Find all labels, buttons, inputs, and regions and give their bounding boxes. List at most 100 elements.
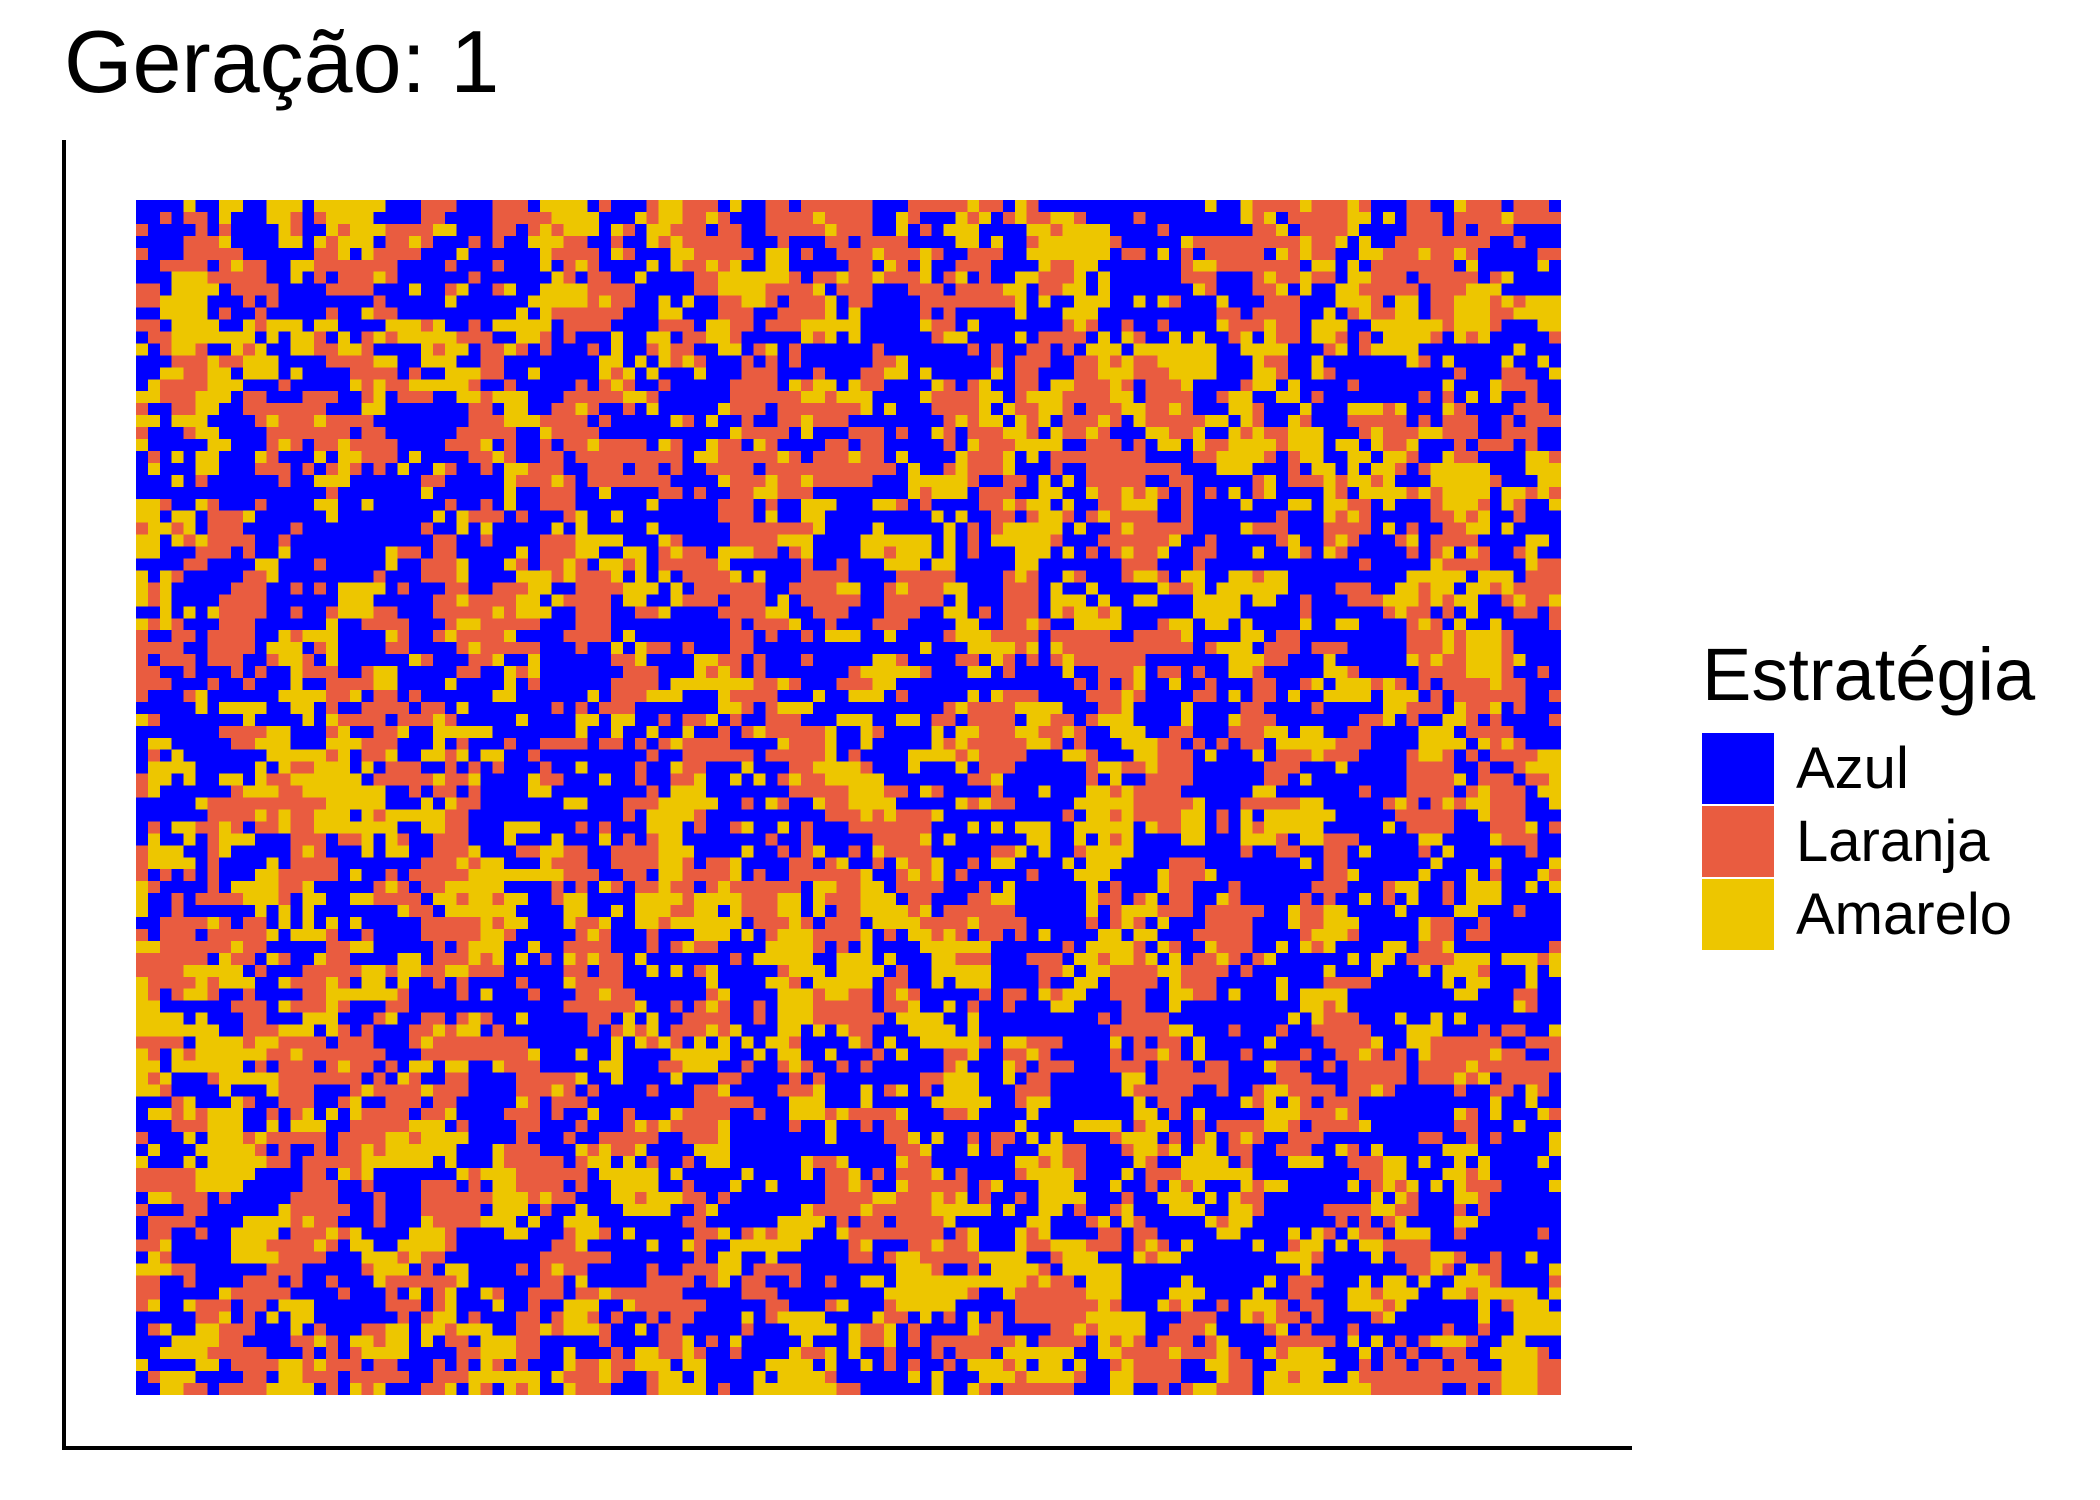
grid-cell-azul — [1311, 1048, 1336, 1061]
grid-cell-azul — [1335, 940, 1384, 954]
grid-cell-laranja — [1347, 307, 1360, 321]
grid-cell-amarelo — [1252, 367, 1277, 380]
grid-cell-laranja — [326, 606, 339, 619]
grid-cell-azul — [504, 367, 529, 380]
grid-cell-amarelo — [1169, 618, 1194, 631]
grid-cell-laranja — [314, 271, 327, 285]
grid-cell-azul — [409, 725, 434, 739]
grid-cell-amarelo — [1026, 1096, 1051, 1109]
grid-cell-amarelo — [765, 1251, 778, 1265]
grid-cell-amarelo — [266, 857, 280, 870]
grid-cell-amarelo — [492, 1191, 529, 1205]
grid-cell-azul — [1133, 391, 1146, 404]
grid-cell-amarelo — [836, 713, 873, 727]
grid-cell-laranja — [1086, 917, 1099, 930]
grid-cell-amarelo — [682, 940, 695, 954]
grid-cell-amarelo — [361, 1167, 375, 1181]
grid-cell-azul — [848, 558, 885, 572]
grid-cell-azul — [777, 439, 826, 452]
grid-cell-amarelo — [409, 1251, 422, 1265]
grid-cell-laranja — [1430, 618, 1443, 631]
grid-cell-azul — [1228, 1060, 1265, 1073]
grid-cell-azul — [183, 570, 244, 583]
grid-cell-azul — [931, 1144, 968, 1157]
grid-cell-azul — [207, 1227, 232, 1241]
grid-cell-laranja — [1062, 809, 1075, 822]
grid-cell-azul — [729, 1084, 778, 1097]
grid-cell-azul — [278, 450, 315, 464]
grid-cell-laranja — [1074, 654, 1146, 667]
grid-cell-azul — [171, 737, 232, 751]
grid-cell-amarelo — [1287, 415, 1301, 428]
grid-cell-amarelo — [1299, 283, 1313, 297]
grid-cell-azul — [1204, 427, 1230, 440]
grid-cell-azul — [254, 295, 268, 309]
grid-cell-laranja — [361, 331, 375, 344]
grid-cell-amarelo — [337, 235, 375, 249]
grid-cell-laranja — [516, 558, 529, 572]
grid-cell-azul — [456, 223, 493, 237]
grid-cell-amarelo — [1454, 701, 1467, 715]
grid-cell-azul — [136, 821, 149, 834]
grid-cell-azul — [266, 761, 280, 775]
grid-cell-azul — [1216, 534, 1277, 548]
grid-cell-laranja — [599, 415, 612, 428]
grid-cell-laranja — [1430, 546, 1443, 560]
grid-cell-laranja — [147, 1215, 196, 1229]
grid-cell-azul — [527, 307, 541, 321]
grid-cell-azul — [432, 235, 470, 249]
grid-cell-amarelo — [658, 845, 695, 858]
grid-cell-laranja — [432, 976, 446, 990]
grid-cell-laranja — [943, 1191, 956, 1205]
grid-cell-amarelo — [634, 1144, 648, 1157]
grid-cell-azul — [1181, 1251, 1277, 1265]
grid-cell-amarelo — [504, 630, 517, 643]
grid-cell-laranja — [278, 1144, 291, 1157]
grid-cell-amarelo — [1382, 821, 1396, 834]
grid-cell-azul — [729, 1036, 743, 1050]
grid-cell-laranja — [1086, 546, 1099, 560]
grid-cell-laranja — [1133, 1084, 1194, 1097]
grid-cell-amarelo — [456, 247, 470, 261]
grid-cell-azul — [599, 247, 612, 261]
grid-cell-laranja — [1181, 247, 1194, 261]
grid-cell-laranja — [1014, 1191, 1028, 1205]
grid-cell-azul — [587, 1167, 600, 1181]
grid-cell-laranja — [836, 283, 873, 297]
grid-cell-laranja — [1264, 450, 1277, 464]
grid-cell-azul — [1002, 785, 1040, 799]
grid-cell-amarelo — [896, 582, 909, 595]
grid-cell-laranja — [979, 881, 992, 894]
grid-cell-amarelo — [136, 976, 149, 990]
grid-cell-azul — [1418, 1179, 1431, 1193]
grid-cell-amarelo — [622, 582, 660, 595]
grid-cell-laranja — [1216, 307, 1241, 321]
grid-cell-laranja — [1038, 1060, 1075, 1073]
grid-cell-azul — [1050, 415, 1063, 428]
grid-cell-laranja — [1323, 976, 1372, 990]
grid-cell-laranja — [1133, 809, 1182, 822]
grid-cell-azul — [1371, 522, 1384, 536]
grid-cell-azul — [1406, 1048, 1420, 1061]
grid-cell-amarelo — [824, 749, 838, 763]
grid-cell-amarelo — [468, 893, 493, 906]
grid-cell-azul — [1252, 917, 1289, 930]
grid-cell-amarelo — [231, 1227, 280, 1241]
grid-cell-amarelo — [1525, 821, 1538, 834]
grid-cell-laranja — [1157, 749, 1194, 763]
grid-cell-laranja — [919, 1084, 933, 1097]
grid-cell-azul — [136, 200, 185, 213]
grid-cell-azul — [706, 223, 719, 237]
grid-cell-laranja — [1406, 223, 1443, 237]
grid-cell-laranja — [563, 964, 588, 978]
grid-cell-amarelo — [1264, 486, 1277, 500]
grid-cell-azul — [1477, 869, 1491, 882]
grid-cell-laranja — [468, 379, 481, 392]
grid-cell-amarelo — [349, 893, 375, 906]
grid-cell-azul — [421, 1072, 446, 1085]
grid-cell-laranja — [266, 773, 291, 787]
grid-cell-azul — [1430, 1227, 1455, 1241]
grid-cell-laranja — [159, 869, 173, 882]
grid-cell-laranja — [516, 1120, 541, 1133]
grid-cell-laranja — [991, 1132, 1016, 1145]
